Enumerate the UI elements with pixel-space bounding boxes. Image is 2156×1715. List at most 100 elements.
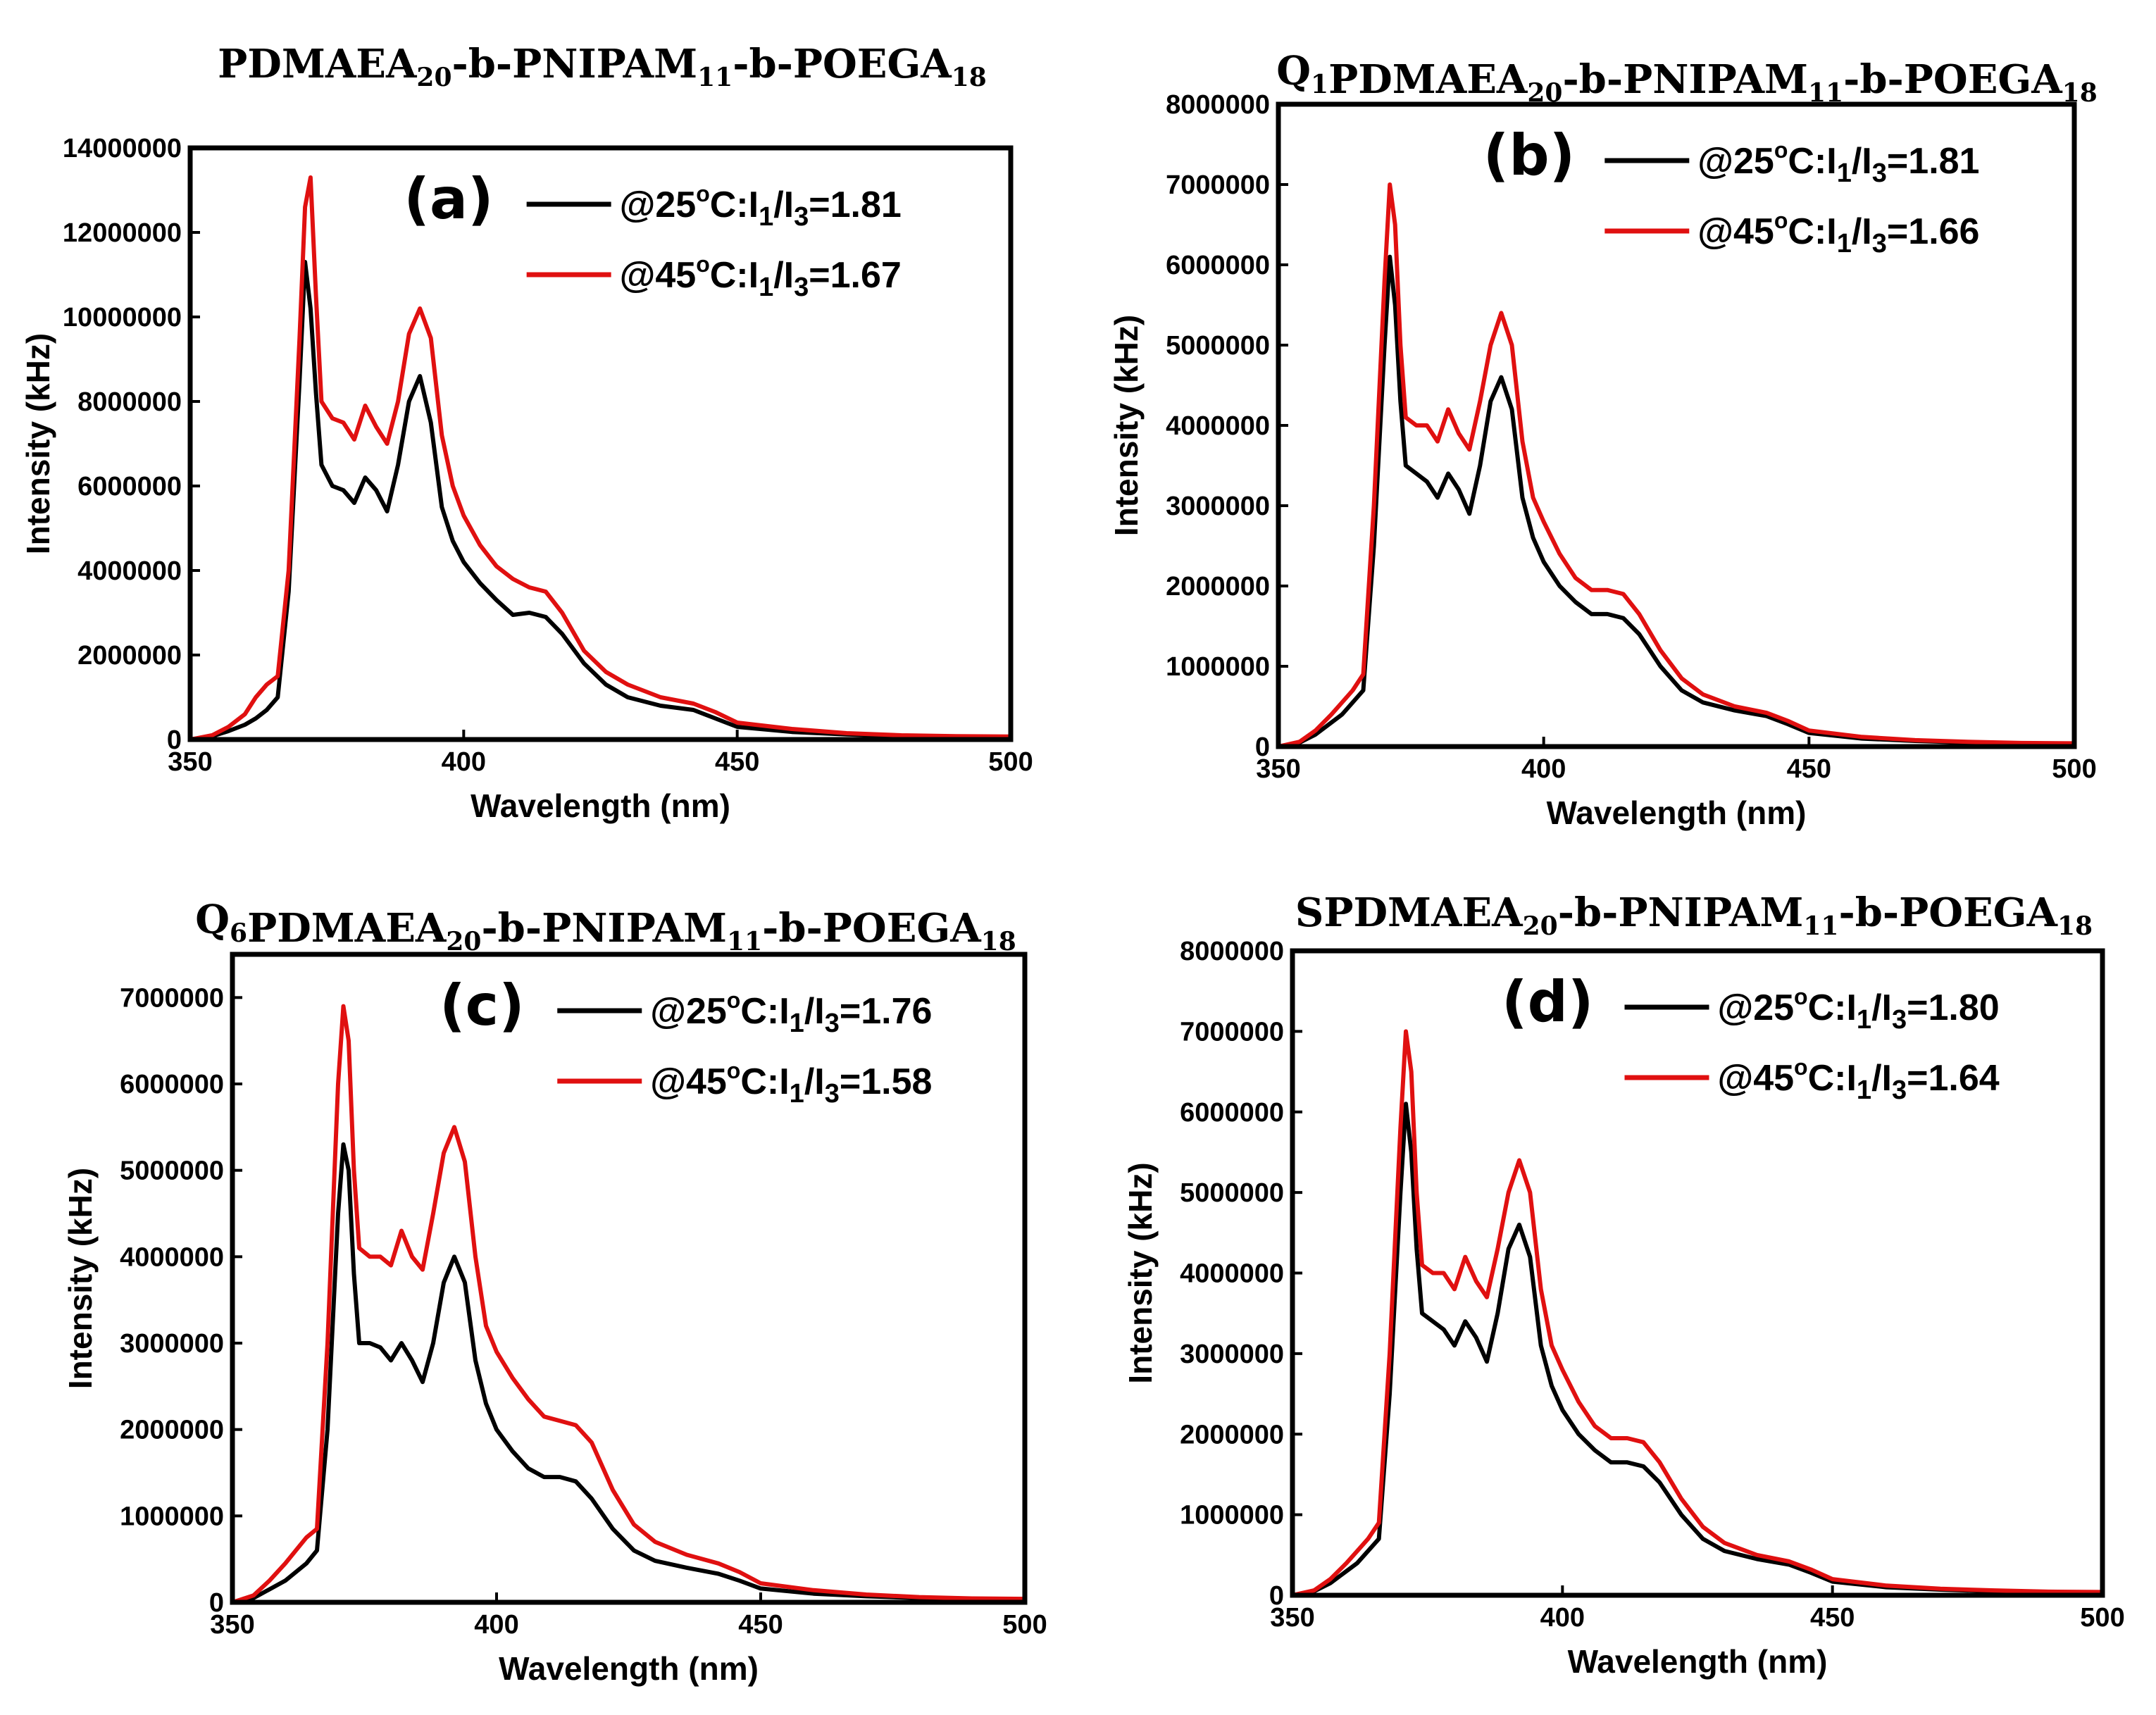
series-line-45C [232,1004,1025,1602]
title-prefix-subscript: 1 [1311,70,1328,99]
panel-title: SPDMAEA20-b-PNIPAM11-b-POEGA18 [1295,890,2093,941]
title-subscript: 20 [1523,911,1558,941]
title-subscript: 20 [446,927,481,956]
y-tick-label: 1000000 [1166,652,1270,682]
x-tick-label: 350 [168,747,212,777]
y-tick-label: 6000000 [1180,1098,1284,1128]
title-main: PDMAEA [247,905,447,952]
title-subscript: 18 [2057,911,2093,941]
y-tick-label: 4000000 [1180,1259,1284,1289]
x-tick-label: 500 [1002,1610,1047,1640]
title-main: PDMAEA [218,41,418,87]
x-tick-label: 450 [1810,1603,1855,1633]
y-axis-title: Intensity (kHz) [1108,315,1145,536]
y-tick-label: 8000000 [1166,90,1270,120]
title-subscript: 18 [952,63,987,92]
x-tick-label: 350 [210,1610,254,1640]
x-tick-label: 400 [474,1610,518,1640]
x-tick-label: 350 [1256,754,1300,784]
series-line-25C [232,1142,1025,1602]
title-subscript: 20 [416,63,451,92]
series-line-45C [190,175,1011,740]
title-prefix-subscript: 6 [230,918,247,948]
y-tick-label: 0 [1269,1581,1284,1611]
y-tick-label: 2000000 [1180,1420,1284,1449]
plot-frame [187,145,1014,742]
panel-title: Q1PDMAEA20-b-PNIPAM11-b-POEGA18 [1276,48,2098,108]
y-tick-label: 8000000 [1180,937,1284,966]
y-tick-label: 7000000 [120,983,224,1013]
y-tick-label: 8000000 [77,387,182,417]
y-tick-label: 3000000 [120,1329,224,1359]
y-axis-title: Intensity (kHz) [62,1168,99,1389]
y-tick-label: 4000000 [1166,411,1270,441]
y-tick-label: 7000000 [1166,170,1270,200]
x-tick-label: 350 [1270,1603,1314,1633]
y-tick-label: 0 [209,1588,224,1618]
legend-label-25C: @25oC:I1/I3=1.81 [1697,137,1979,188]
legend-label-25C: @25oC:I1/I3=1.80 [1718,984,2000,1035]
title-subscript: 11 [697,63,733,92]
title-subscript: 18 [981,927,1016,956]
panel-label: (a) [404,166,493,232]
legend-label-25C: @25oC:I1/I3=1.81 [620,181,902,232]
y-tick-label: 6000000 [77,472,182,501]
x-tick-label: 450 [1787,754,1831,784]
x-tick-label: 500 [2052,754,2096,784]
y-tick-label: 14000000 [63,134,182,163]
y-tick-label: 2000000 [120,1416,224,1445]
y-tick-label: 5000000 [1180,1178,1284,1208]
plot-frame [1276,101,2077,749]
x-tick-label: 400 [1540,1603,1585,1633]
y-tick-label: 5000000 [120,1156,224,1186]
title-segment: -b-POEGA [1843,56,2063,103]
title-prefix: Q [195,897,230,943]
panel-d: SPDMAEA20-b-PNIPAM11-b-POEGA18 350 400 450 5… [1122,890,2125,1680]
panel-title: PDMAEA20-b-PNIPAM11-b-POEGA18 [218,41,987,92]
title-segment: -b-POEGA [762,905,982,952]
x-tick-label: 500 [2080,1603,2124,1633]
y-tick-label: 12000000 [63,218,182,248]
panel-a: PDMAEA20-b-PNIPAM11-b-POEGA18 350 400 450 50… [20,41,1033,824]
x-axis-title: Wavelength (nm) [1568,1643,1828,1680]
x-tick-label: 500 [988,747,1033,777]
y-tick-label: 3000000 [1180,1340,1284,1369]
x-tick-label: 450 [715,747,759,777]
y-tick-label: 5000000 [1166,331,1270,361]
x-axis-title: Wavelength (nm) [471,787,730,824]
title-segment: -b-PNIPAM [1558,890,1804,936]
y-tick-label: 2000000 [77,641,182,671]
title-subscript: 11 [727,927,762,956]
legend-label-25C: @25oC:I1/I3=1.76 [650,987,932,1038]
y-tick-label: 0 [1255,732,1270,762]
series-line-45C [1292,1029,2102,1595]
x-tick-label: 400 [442,747,486,777]
y-tick-label: 6000000 [1166,251,1270,280]
y-axis-title: Intensity (kHz) [1122,1162,1159,1383]
title-segment: -b-POEGA [733,41,952,87]
plot-frame [230,952,1028,1605]
title-segment: -b-POEGA [1838,890,2058,936]
title-subscript: 11 [1803,911,1838,941]
legend-label-45C: @45oC:I1/I3=1.67 [620,251,902,302]
title-prefix: S [1295,890,1323,936]
series-line-25C [1292,1102,2102,1595]
y-tick-label: 7000000 [1180,1017,1284,1047]
y-tick-label: 4000000 [77,556,182,586]
legend-label-45C: @45oC:I1/I3=1.58 [650,1058,932,1109]
series-line-45C [1278,182,2074,747]
y-tick-label: 0 [167,725,182,755]
title-segment: -b-PNIPAM [1562,56,1808,103]
series-line-25C [1278,254,2074,747]
y-tick-label: 2000000 [1166,572,1270,601]
y-tick-label: 1000000 [120,1502,224,1531]
panel-c: Q6PDMAEA20-b-PNIPAM11-b-POEGA18 350 400 450… [62,897,1047,1687]
x-axis-title: Wavelength (nm) [1547,794,1807,831]
x-axis-title: Wavelength (nm) [499,1650,759,1687]
legend-label-45C: @45oC:I1/I3=1.64 [1718,1054,2000,1105]
y-axis-title: Intensity (kHz) [20,333,56,554]
panel-title: Q6PDMAEA20-b-PNIPAM11-b-POEGA18 [195,897,1016,956]
y-tick-label: 6000000 [120,1070,224,1099]
